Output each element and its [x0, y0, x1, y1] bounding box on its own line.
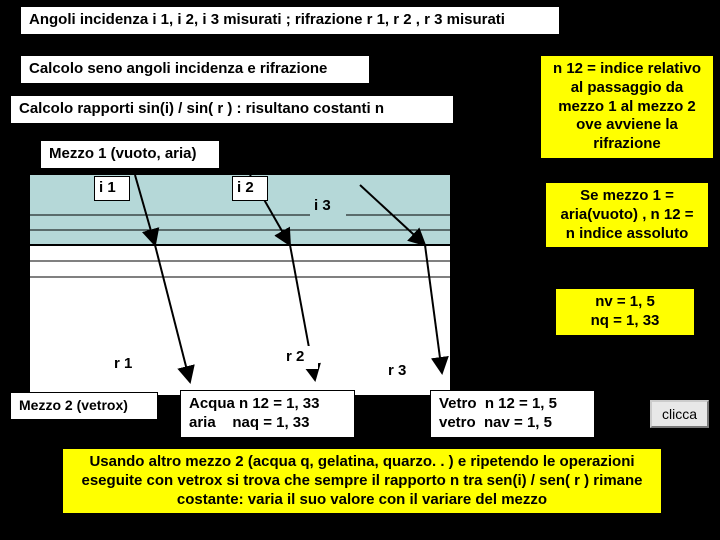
r1-label: r 1: [110, 353, 146, 376]
title-box: Angoli incidenza i 1, i 2, i 3 misurati …: [20, 6, 560, 35]
mezzo2-box: Mezzo 2 (vetrox): [10, 392, 158, 420]
i1-label: i 1: [94, 176, 130, 201]
acqua-box: Acqua n 12 = 1, 33 aria naq = 1, 33: [180, 390, 355, 438]
vetro-box: Vetro n 12 = 1, 5 vetro nav = 1, 5: [430, 390, 595, 438]
calc2-box: Calcolo rapporti sin(i) / sin( r ) : ris…: [10, 95, 454, 124]
calc1-box: Calcolo seno angoli incidenza e rifrazio…: [20, 55, 370, 84]
i2-label: i 2: [232, 176, 268, 201]
i3-label: i 3: [310, 195, 346, 218]
n12-box: n 12 = indice relativo al passaggio da m…: [540, 55, 714, 159]
nvnq-box: nv = 1, 5 nq = 1, 33: [555, 288, 695, 336]
bottom-box: Usando altro mezzo 2 (acqua q, gelatina,…: [62, 448, 662, 514]
assoluto-box: Se mezzo 1 = aria(vuoto) , n 12 = n indi…: [545, 182, 709, 248]
mezzo1-box: Mezzo 1 (vuoto, aria): [40, 140, 220, 169]
r2-label: r 2: [282, 346, 318, 369]
r3-label: r 3: [384, 360, 420, 383]
clicca-button[interactable]: clicca: [650, 400, 709, 428]
